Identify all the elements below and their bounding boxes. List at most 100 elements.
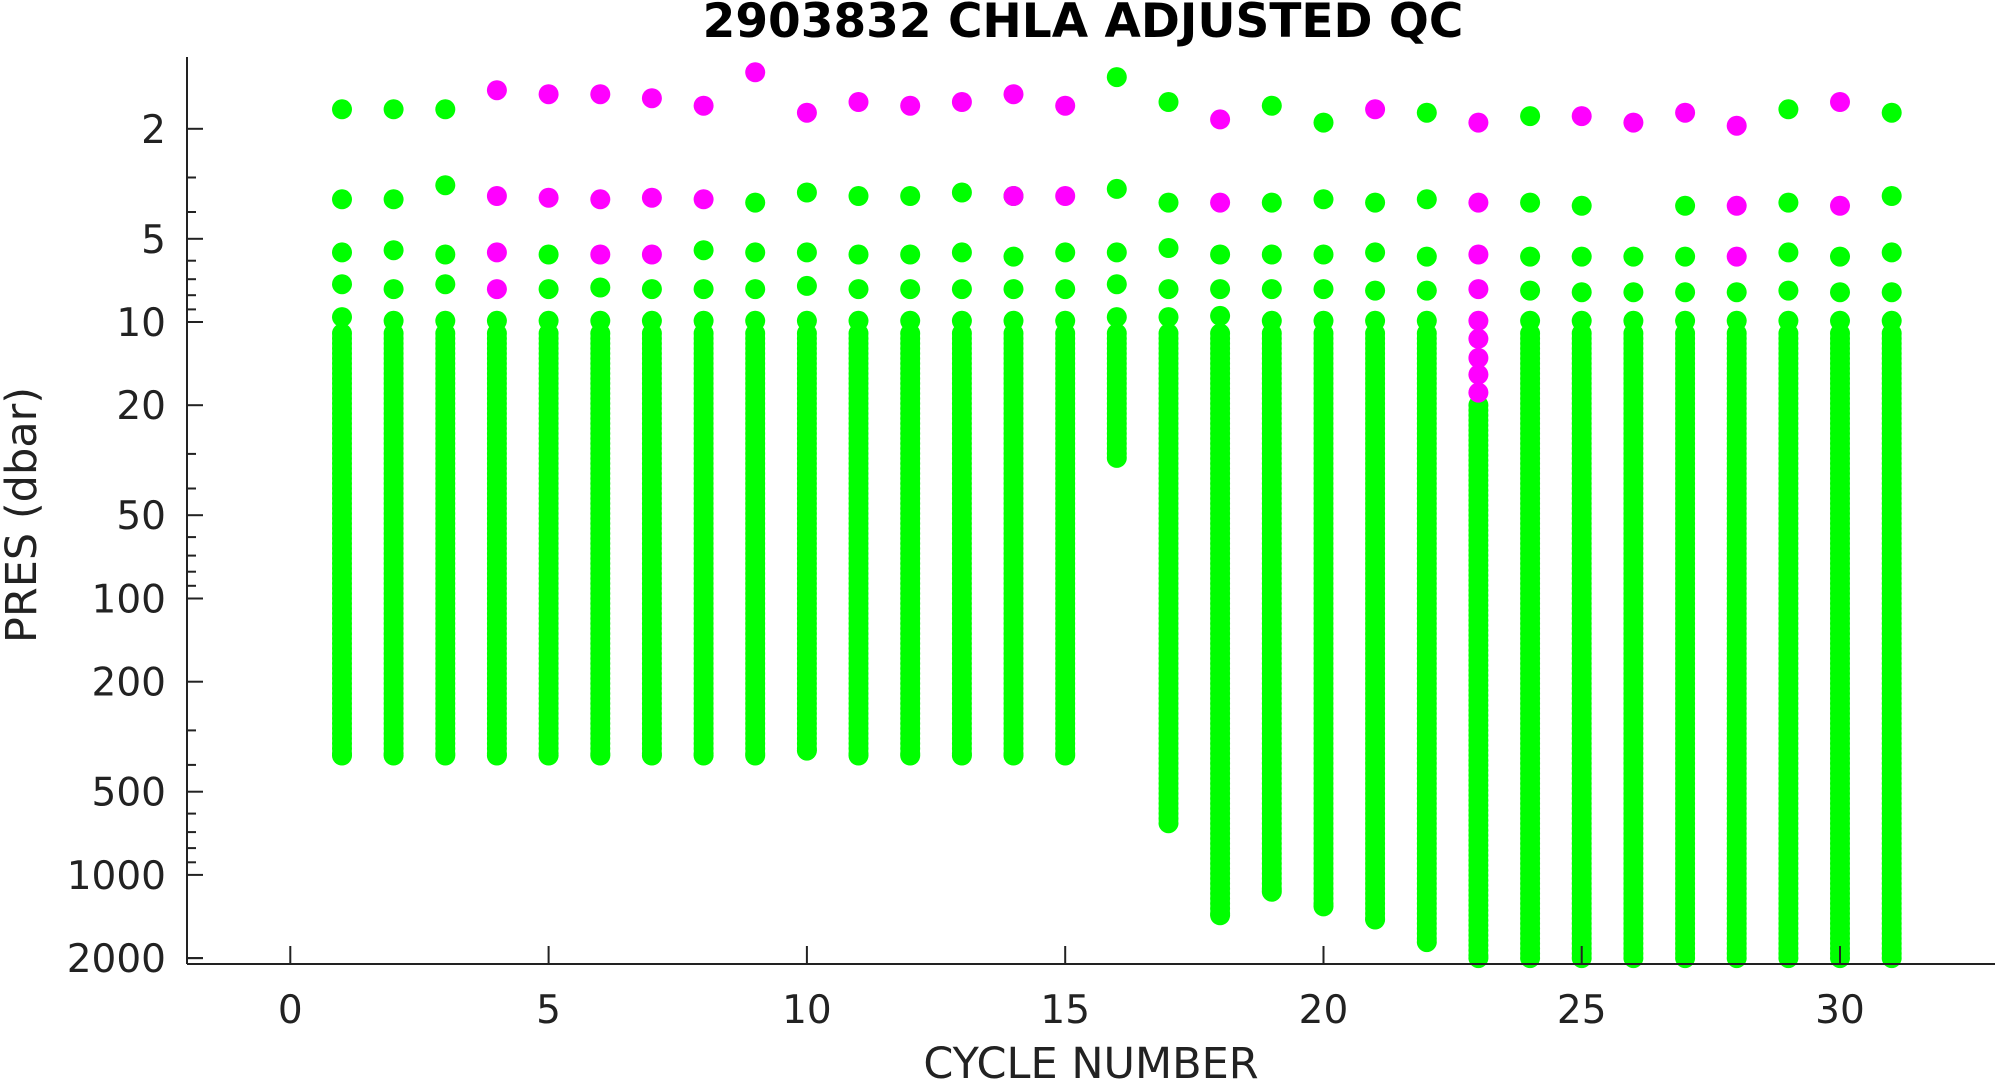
x-axis-label: CYCLE NUMBER: [923, 1039, 1258, 1088]
data-point: [1261, 244, 1282, 265]
y-axis-label: PRES (dbar): [0, 387, 47, 643]
data-point: [332, 307, 352, 328]
data-point: [848, 279, 869, 300]
data-point: [590, 277, 611, 298]
data-point: [1623, 246, 1644, 267]
flagged-data-point: [1830, 195, 1850, 216]
y-tick-label: 200: [92, 661, 166, 706]
data-point: [693, 745, 714, 766]
data-point: [1416, 280, 1437, 301]
data-point: [900, 244, 921, 265]
flagged-data-point: [1726, 246, 1747, 267]
y-axis-ticks: 2 5 10 20 50 100 200 500 1000 2000: [67, 108, 203, 982]
data-point: [1830, 282, 1850, 303]
data-point: [435, 99, 456, 120]
flagged-data-point: [1675, 102, 1696, 123]
data-point: [435, 175, 456, 196]
data-point: [1365, 280, 1386, 301]
flagged-data-point: [1830, 92, 1850, 112]
x-tick-label: 30: [1815, 988, 1865, 1033]
data-point: [538, 745, 559, 766]
data-point: [1003, 279, 1024, 300]
data-point: [1313, 189, 1334, 210]
data-point: [538, 279, 559, 300]
flagged-data-point: [900, 95, 921, 116]
flagged-data-point: [1210, 109, 1231, 130]
data-point: [1158, 238, 1179, 258]
data-point: [1055, 242, 1076, 263]
flagged-data-point: [1571, 106, 1592, 127]
flagged-data-point: [486, 279, 507, 300]
y-tick-label: 20: [116, 384, 166, 429]
data-point: [1778, 242, 1799, 263]
data-point: [693, 240, 714, 261]
data-point: [538, 244, 559, 265]
data-point: [1778, 99, 1799, 120]
data-point: [900, 745, 921, 766]
y-tick-label: 50: [116, 494, 166, 539]
x-tick-label: 0: [278, 988, 303, 1033]
data-point: [1365, 242, 1386, 263]
flagged-data-point: [1468, 328, 1489, 349]
data-point: [1106, 274, 1127, 295]
data-point: [1416, 932, 1437, 953]
data-point: [1675, 948, 1696, 969]
data-point: [848, 244, 869, 265]
y-tick-label: 10: [116, 301, 166, 346]
flagged-data-point: [1210, 192, 1231, 213]
data-point: [383, 279, 404, 300]
flagged-data-point: [1055, 186, 1076, 206]
data-point: [332, 99, 352, 120]
data-point: [745, 242, 766, 263]
data-point: [745, 192, 766, 213]
data-point: [1520, 246, 1541, 267]
data-point: [1261, 95, 1282, 116]
flagged-data-point: [951, 92, 972, 112]
data-point: [383, 99, 404, 120]
x-axis-ticks: 0 5 10 15 20 25 30: [278, 946, 1865, 1033]
flagged-data-point: [745, 62, 766, 83]
flagged-data-point: [1726, 195, 1747, 216]
data-point: [1313, 112, 1334, 133]
flagged-data-point: [1468, 348, 1489, 368]
data-point: [332, 274, 352, 295]
data-point: [796, 182, 817, 203]
data-point: [1778, 192, 1799, 213]
data-point: [848, 745, 869, 766]
data-point: [1210, 244, 1231, 265]
data-point: [951, 279, 972, 300]
flagged-data-point: [1623, 112, 1644, 133]
flagged-data-point: [1468, 192, 1489, 213]
x-tick-label: 25: [1557, 988, 1607, 1033]
data-point: [1313, 896, 1334, 917]
data-point: [1106, 67, 1127, 88]
data-point: [1830, 246, 1850, 267]
data-point: [900, 186, 921, 206]
data-points: [332, 62, 1902, 969]
data-point: [951, 242, 972, 263]
data-point: [900, 279, 921, 300]
data-point: [745, 745, 766, 766]
data-point: [1571, 282, 1592, 303]
data-point: [1468, 948, 1489, 969]
chart-title: 2903832 CHLA ADJUSTED QC: [703, 0, 1464, 49]
flagged-data-point: [641, 244, 662, 265]
data-point: [796, 242, 817, 263]
data-point: [1106, 178, 1127, 199]
data-point: [1365, 192, 1386, 213]
y-tick-label: 5: [141, 218, 166, 263]
data-point: [1520, 948, 1541, 969]
data-point: [1571, 246, 1592, 267]
flagged-data-point: [1468, 310, 1489, 331]
data-point: [332, 242, 352, 263]
data-point: [796, 740, 817, 761]
flagged-data-point: [538, 84, 559, 105]
data-point: [332, 745, 352, 766]
data-point: [848, 186, 869, 206]
data-point: [1416, 246, 1437, 267]
data-point: [1520, 280, 1541, 301]
flagged-data-point: [486, 242, 507, 263]
data-point: [1726, 282, 1747, 303]
data-point: [1313, 244, 1334, 265]
